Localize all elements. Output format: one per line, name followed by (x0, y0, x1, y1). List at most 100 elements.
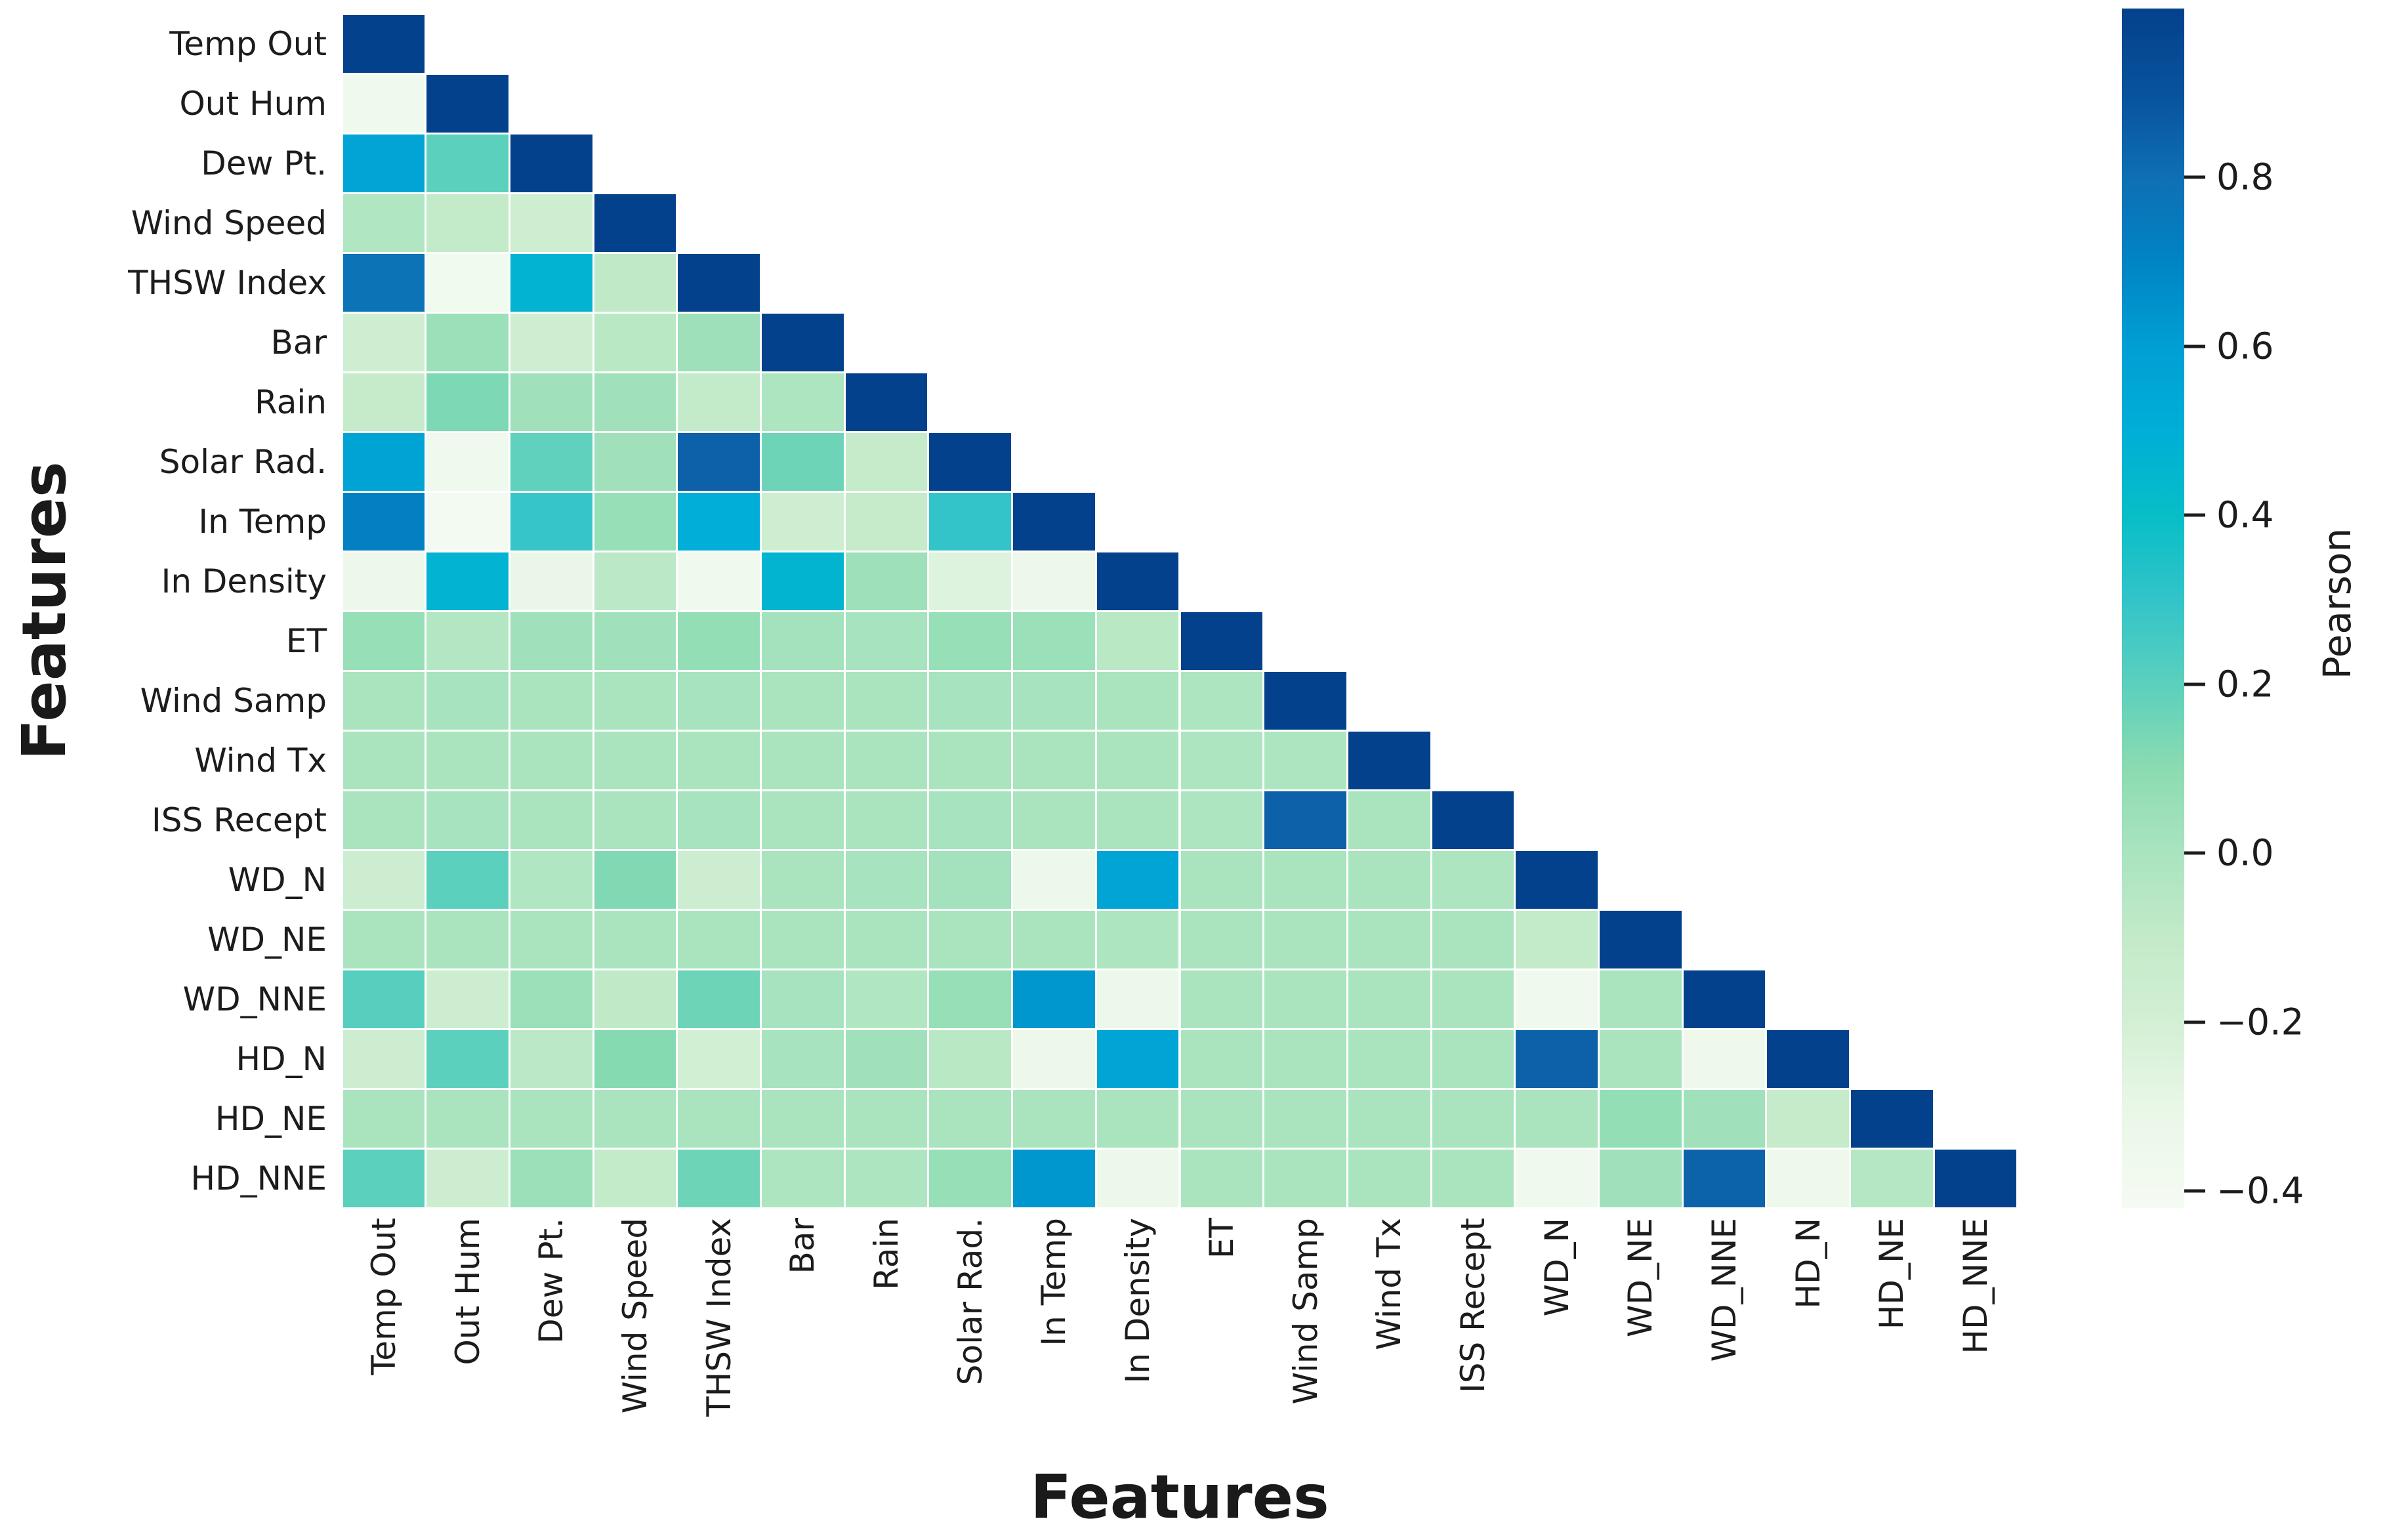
heatmap-cell (594, 253, 676, 312)
heatmap-cell (678, 612, 760, 670)
y-tick-label: In Temp (198, 502, 327, 541)
colorbar-tick-label: 0.8 (2216, 156, 2274, 198)
heatmap-cell (762, 1149, 844, 1207)
heatmap-cell (1013, 671, 1095, 730)
heatmap-cell (426, 373, 509, 431)
heatmap-cell (1516, 1149, 1598, 1207)
heatmap-cell (1013, 791, 1095, 849)
heatmap-cell (1516, 910, 1598, 968)
heatmap-cell (1096, 612, 1179, 670)
heatmap-cell (845, 671, 928, 730)
heatmap-cell (1683, 1149, 1766, 1207)
heatmap-cell (1600, 1089, 1682, 1148)
heatmap-cell (510, 612, 592, 670)
heatmap-cell (342, 373, 425, 431)
heatmap-cell (594, 552, 676, 610)
heatmap-cell (845, 970, 928, 1028)
heatmap-cell (1516, 970, 1598, 1028)
heatmap-cell (1180, 791, 1263, 849)
heatmap-cell (510, 1149, 592, 1207)
heatmap-cell (594, 1149, 676, 1207)
colorbar-tick-mark (2184, 1189, 2205, 1193)
heatmap-cell (594, 910, 676, 968)
heatmap-cell (929, 731, 1012, 789)
heatmap-cell (678, 432, 760, 491)
x-tick-label: HD_N (1789, 1218, 1827, 1309)
heatmap-cell (342, 970, 425, 1028)
heatmap-cell (426, 791, 509, 849)
heatmap-cell (1348, 910, 1430, 968)
heatmap-cell (426, 313, 509, 371)
x-tick-label: Temp Out (364, 1218, 403, 1375)
x-tick-label: THSW Index (699, 1218, 738, 1417)
heatmap-cell (1180, 612, 1263, 670)
y-tick-label: In Density (161, 562, 327, 600)
heatmap-cell (342, 74, 425, 133)
heatmap-cell (1180, 671, 1263, 730)
heatmap-cell (342, 1149, 425, 1207)
heatmap-cell (845, 373, 928, 431)
heatmap-cell (929, 1149, 1012, 1207)
heatmap-cell (594, 731, 676, 789)
heatmap-cell (1180, 731, 1263, 789)
heatmap-cell (762, 1030, 844, 1088)
heatmap-cell (1264, 671, 1346, 730)
heatmap-cell (1432, 970, 1514, 1028)
heatmap-cell (426, 671, 509, 730)
heatmap-cell (342, 432, 425, 491)
x-tick-label: Out Hum (448, 1218, 487, 1365)
heatmap-cell (342, 14, 425, 73)
y-tick-label: Dew Pt. (201, 144, 327, 182)
heatmap-cell (1013, 731, 1095, 789)
heatmap-cell (762, 492, 844, 551)
x-tick-label: WD_NNE (1705, 1218, 1744, 1362)
heatmap-cell (1013, 910, 1095, 968)
heatmap-cell (1600, 1030, 1682, 1088)
heatmap-cell (678, 791, 760, 849)
colorbar (2122, 9, 2184, 1208)
x-tick-label: Wind Tx (1370, 1218, 1409, 1350)
heatmap-cell (1432, 1089, 1514, 1148)
heatmap-cell (1683, 1030, 1766, 1088)
y-tick-label: ISS Recept (152, 801, 327, 839)
heatmap-cell (426, 74, 509, 133)
heatmap-cell (1348, 791, 1430, 849)
heatmap-cell (762, 910, 844, 968)
heatmap-cell (762, 432, 844, 491)
heatmap-cell (426, 850, 509, 909)
heatmap-cell (426, 492, 509, 551)
x-tick-label: HD_NE (1873, 1218, 1911, 1330)
heatmap-cell (1096, 1030, 1179, 1088)
heatmap-cell (1851, 1089, 1933, 1148)
heatmap-cell (845, 910, 928, 968)
heatmap-cell (845, 791, 928, 849)
heatmap-cell (342, 612, 425, 670)
heatmap-cell (1348, 970, 1430, 1028)
heatmap-cell (510, 134, 592, 192)
heatmap-cell (1096, 850, 1179, 909)
heatmap-cell (1180, 970, 1263, 1028)
y-tick-label: THSW Index (128, 263, 327, 302)
heatmap-cell (1432, 1149, 1514, 1207)
heatmap-cell (929, 910, 1012, 968)
heatmap-cell (762, 1089, 844, 1148)
colorbar-tick-label: −0.2 (2216, 1001, 2304, 1043)
heatmap-cell (1264, 731, 1346, 789)
heatmap-cell (929, 492, 1012, 551)
x-tick-label: Wind Samp (1286, 1218, 1325, 1405)
heatmap-cell (929, 850, 1012, 909)
heatmap-cell (1600, 1149, 1682, 1207)
y-tick-label: Wind Speed (131, 203, 327, 242)
x-tick-label: In Temp (1035, 1218, 1073, 1346)
heatmap-cell (510, 671, 592, 730)
heatmap-cell (1013, 1149, 1095, 1207)
heatmap-cell (1348, 1089, 1430, 1148)
y-tick-label: Solar Rad. (159, 442, 327, 481)
heatmap-cell (510, 970, 592, 1028)
heatmap-cell (426, 552, 509, 610)
heatmap-cell (678, 1089, 760, 1148)
heatmap-cell (678, 671, 760, 730)
heatmap-cell (845, 492, 928, 551)
heatmap-cell (1096, 671, 1179, 730)
heatmap-cell (929, 970, 1012, 1028)
